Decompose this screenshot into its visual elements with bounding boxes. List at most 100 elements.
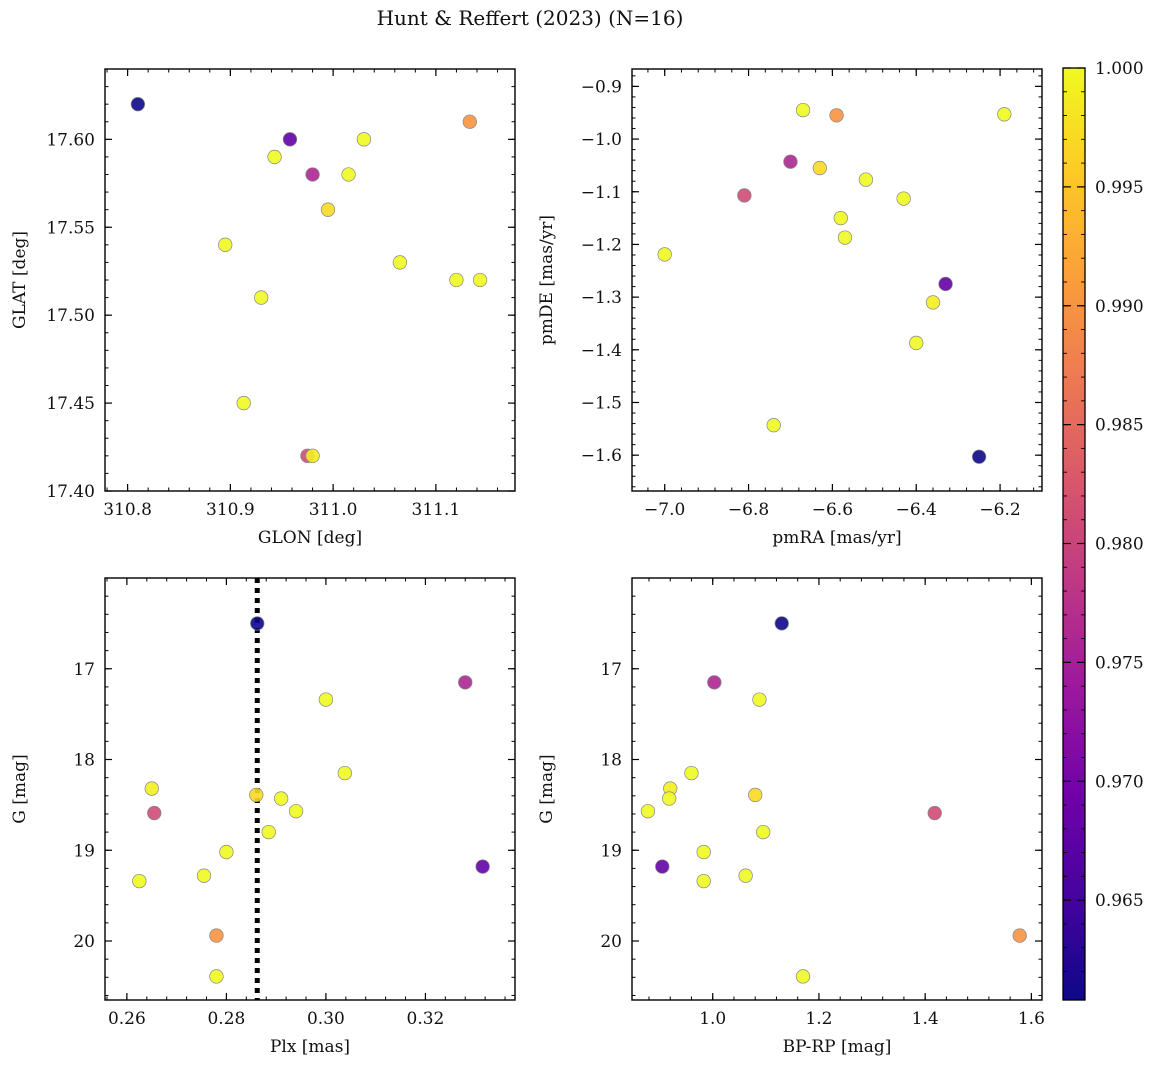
axes-frame [104,577,516,1001]
x-tick-label: 0.28 [207,1009,245,1029]
data-point [766,417,781,433]
data-point [209,969,224,984]
data-point [218,237,233,252]
colorbar-tick-label: 1.000 [1095,59,1144,79]
x-tick-label: −6.8 [728,500,769,520]
y-tick-label: 17.60 [46,130,95,150]
data-point [261,824,276,840]
y-tick-label: 19 [73,841,95,861]
y-tick-label: −1.4 [581,341,622,361]
data-point [458,675,473,690]
data-point [655,859,670,874]
x-tick-label: 310.8 [103,500,152,520]
data-point [356,132,372,147]
y-tick-label: 17 [73,660,95,680]
y-tick-label: −1.6 [581,446,622,466]
data-point [738,868,753,883]
y-tick-label: −1.5 [581,393,622,413]
figure-title: Hunt & Reffert (2023) (N=16) [376,6,684,30]
x-tick-label: 1.4 [912,1009,939,1029]
y-tick-label: 17.45 [46,394,95,414]
data-point [219,844,234,860]
data-point [696,844,711,860]
data-point [748,787,763,803]
y-tick-label: 19 [600,841,622,861]
y-tick-label: 18 [73,751,95,771]
x-tick-label: 0.32 [407,1009,445,1029]
data-point [209,928,224,943]
panel-proper-motion: −7.0 −6.8 −6.6 −6.4 −6.2 −1.6 −1.5 −1.4 −1.3 −1.2… [537,68,1043,548]
y-tick-label: 18 [600,751,622,771]
data-point [449,272,464,288]
y-axis-label: pmDE [mas/yr] [537,215,557,345]
x-tick-label: 310.9 [206,500,255,520]
data-point [925,295,941,310]
data-point [282,132,298,147]
colorbar-frame [1062,67,1086,1001]
data-point [462,114,477,129]
data-point [640,804,656,819]
x-axis-label: pmRA [mas/yr] [772,528,901,548]
x-tick-label: −7.0 [644,500,685,520]
y-tick-label: −0.9 [581,77,622,97]
data-point [756,824,771,840]
y-tick-label: 17.55 [46,218,95,238]
data-point [997,107,1012,122]
data-point [254,290,269,305]
x-tick-label: 1.6 [1018,1009,1045,1029]
y-tick-label: −1.2 [581,235,622,255]
x-tick-label: 1.2 [805,1009,832,1029]
panel-cmd: 1.0 1.2 1.4 1.6 17 18 19 20 BP-RP [mag] G [mag] [537,577,1045,1057]
data-point [752,692,767,707]
x-tick-label: 311.0 [309,500,358,520]
data-point [236,395,251,411]
data-point [196,868,212,883]
y-tick-label: 17.50 [46,306,95,326]
data-point [896,191,911,206]
data-point [927,805,942,821]
y-axis-label: GLAT [deg] [10,231,30,329]
x-tick-label: 0.26 [108,1009,146,1029]
x-tick-label: 0.30 [307,1009,345,1029]
y-tick-label: −1.3 [581,288,622,308]
y-tick-label: −1.0 [581,130,622,150]
panel-parallax: 0.26 0.28 0.30 0.32 17 18 19 20 Plx [mas] G [mag] [10,577,516,1057]
data-point [657,247,672,262]
data-point [318,692,334,707]
data-point [737,188,752,203]
colorbar-tick-label: 0.990 [1095,297,1144,317]
colorbar-tick-label: 0.980 [1095,535,1144,555]
data-point [707,675,722,690]
data-point [130,97,146,112]
data-point [320,202,336,217]
axes-frame [631,577,1043,1001]
data-point [812,160,827,176]
x-tick-label: −6.4 [896,500,937,520]
data-point [267,149,282,165]
data-point [1012,928,1027,943]
x-tick-label: 311.1 [412,500,461,520]
data-point [288,804,304,819]
data-point [273,791,289,806]
data-point [132,873,147,889]
data-point [795,969,811,984]
x-axis-label: Plx [mas] [270,1037,350,1057]
data-point [684,765,699,781]
y-tick-label: 20 [600,932,622,952]
x-tick-label: −6.2 [979,500,1020,520]
data-point [662,791,677,806]
data-point [472,272,488,288]
data-point [795,102,811,118]
colorbar-tick-label: 0.970 [1095,772,1144,792]
data-point [696,873,711,889]
y-tick-label: 17.40 [46,482,95,502]
colorbar-tick-label: 0.995 [1095,178,1144,198]
colorbar-gradient [1063,68,1085,1000]
data-point [837,230,853,245]
y-axis-label: G [mag] [537,754,557,823]
data-point [858,172,874,187]
data-point [783,154,798,169]
data-point [971,449,987,464]
panel-sky: 310.8 310.9 311.0 311.1 17.40 17.45 17.50 17.55… [10,68,516,548]
